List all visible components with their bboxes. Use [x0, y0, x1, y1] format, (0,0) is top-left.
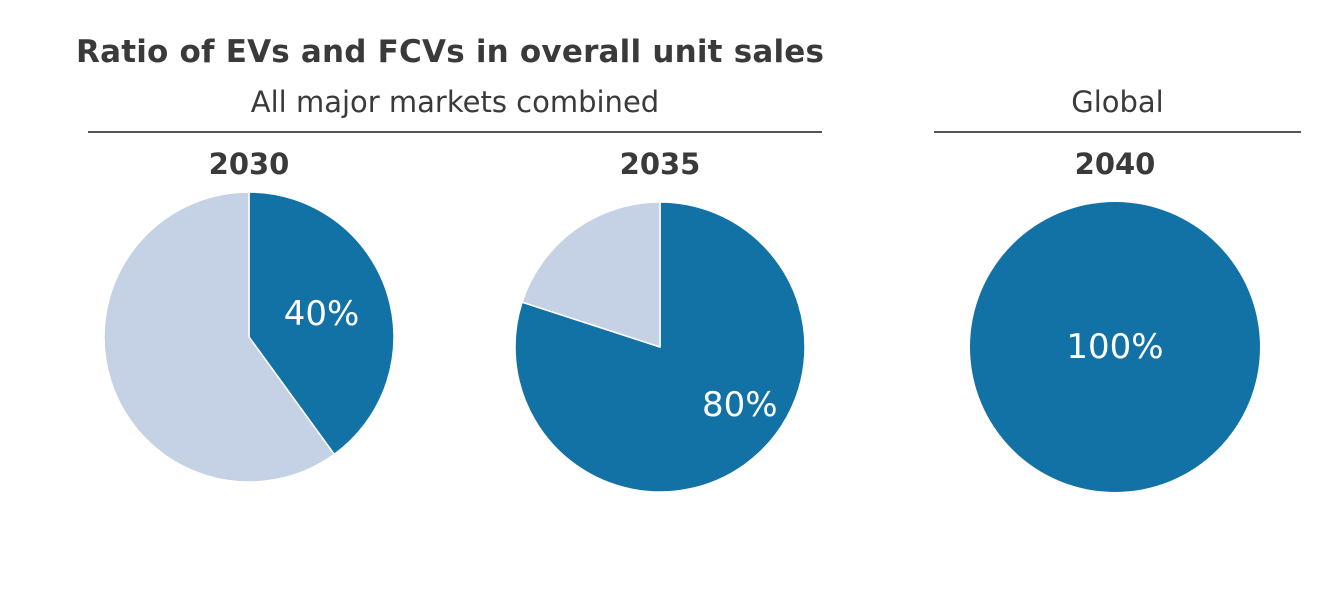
pie-title-2035: 2035 — [619, 147, 701, 181]
pie-2030-slice-1 — [103, 191, 335, 483]
group-title-major-markets: All major markets combined — [250, 85, 660, 119]
pie-2035-slice-1 — [521, 201, 661, 348]
pie-2030-data-label: 40% — [284, 294, 360, 334]
pie-2035-data-label: 80% — [702, 385, 778, 425]
pie-title-2040: 2040 — [1074, 147, 1156, 181]
pie-2040-slice-0 — [970, 202, 1260, 492]
pie-title-2030: 2030 — [208, 147, 290, 181]
pie-2040-data-label: 100% — [1066, 327, 1163, 367]
chart-title: Ratio of EVs and FCVs in overall unit sa… — [76, 34, 825, 70]
group-rule-global — [934, 131, 1301, 133]
group-title-global: Global — [1071, 85, 1164, 119]
pie-2030-slice-0 — [248, 191, 395, 456]
group-rule-major-markets — [88, 131, 822, 133]
